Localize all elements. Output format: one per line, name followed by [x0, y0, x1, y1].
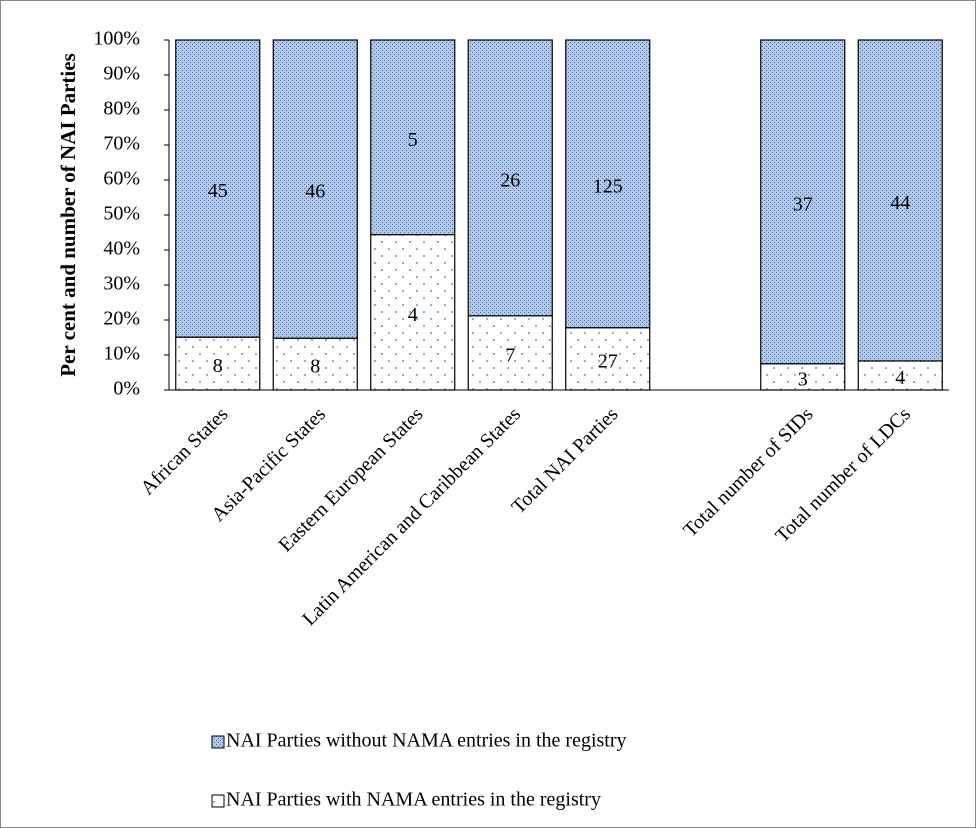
- bar-segment: [857, 39, 943, 362]
- bar-segment: [760, 363, 846, 391]
- value-label: 46: [305, 181, 325, 203]
- bar-segment: [370, 39, 456, 236]
- value-label: 44: [890, 192, 910, 214]
- y-tick-label: 30%: [103, 273, 140, 295]
- bar-segment: [760, 39, 846, 365]
- bar-segment: [467, 315, 553, 391]
- y-tick-label: 100%: [93, 28, 140, 50]
- value-label: 7: [505, 344, 515, 366]
- value-label: 37: [793, 193, 813, 215]
- value-label: 125: [593, 175, 623, 197]
- bar-segment: [175, 39, 261, 338]
- value-label: 4: [408, 304, 418, 326]
- y-tick-label: 0%: [113, 378, 140, 400]
- value-label: 26: [500, 169, 520, 191]
- bar-segment: [272, 39, 358, 339]
- legend-swatch: [211, 735, 225, 749]
- y-axis-label: Per cent and number of NAI Parties: [56, 53, 80, 377]
- value-label: 4: [895, 367, 905, 389]
- legend-label: NAI Parties with NAMA entries in the reg…: [226, 789, 601, 811]
- y-tick-label: 20%: [103, 308, 140, 330]
- bar-segment: [175, 336, 261, 391]
- legend-label: NAI Parties without NAMA entries in the …: [226, 730, 627, 752]
- bar-segment: [467, 39, 553, 317]
- y-tick-label: 80%: [103, 98, 140, 120]
- y-tick-label: 90%: [103, 63, 140, 85]
- y-tick-label: 10%: [103, 343, 140, 365]
- y-tick-label: 40%: [103, 238, 140, 260]
- legend-swatch: [211, 794, 225, 808]
- value-label: 3: [798, 368, 808, 390]
- value-label: 45: [208, 180, 228, 202]
- y-tick-label: 70%: [103, 133, 140, 155]
- y-tick-label: 50%: [103, 203, 140, 225]
- value-label: 8: [213, 355, 223, 377]
- bar-segment: [272, 337, 358, 391]
- value-label: 27: [598, 350, 618, 372]
- value-label: 8: [310, 356, 320, 378]
- bar-segment: [565, 39, 651, 329]
- y-tick-label: 60%: [103, 168, 140, 190]
- value-label: 5: [408, 129, 418, 151]
